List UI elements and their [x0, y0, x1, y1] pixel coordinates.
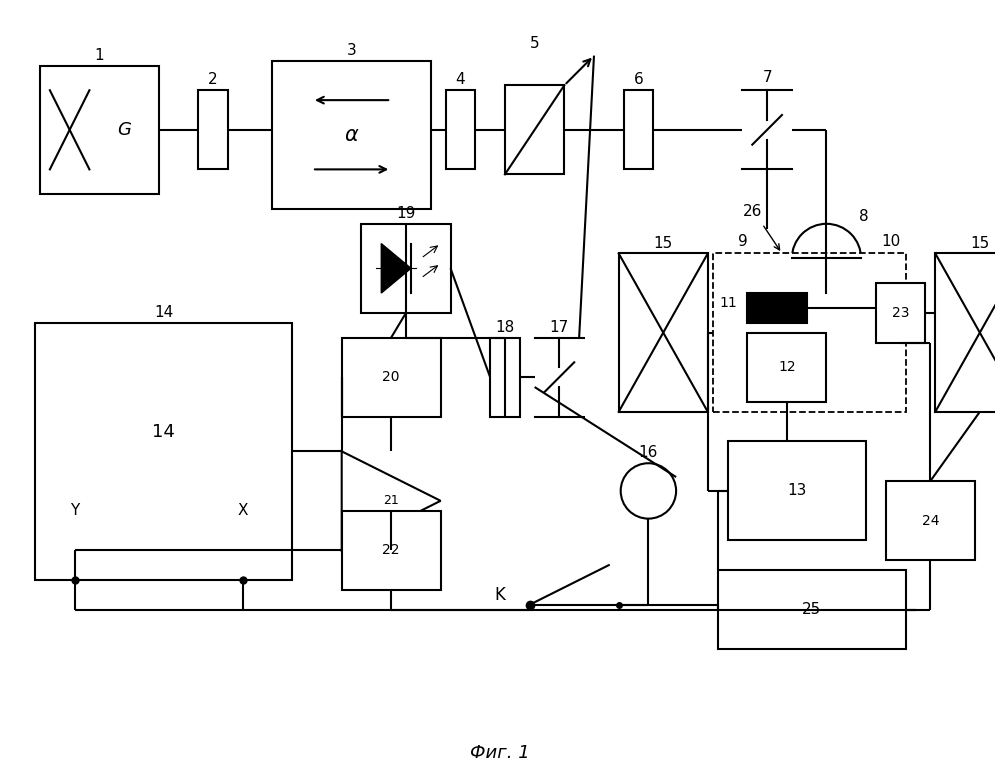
Text: 6: 6	[634, 72, 643, 88]
FancyBboxPatch shape	[35, 323, 292, 580]
Text: 15: 15	[970, 235, 989, 250]
Text: $\alpha$: $\alpha$	[344, 125, 359, 145]
Text: 14: 14	[154, 305, 173, 320]
FancyBboxPatch shape	[624, 90, 653, 170]
FancyBboxPatch shape	[40, 66, 159, 194]
Text: 8: 8	[859, 209, 869, 224]
Text: 20: 20	[382, 370, 400, 384]
FancyBboxPatch shape	[935, 253, 1000, 412]
FancyBboxPatch shape	[361, 224, 451, 313]
Text: 22: 22	[382, 543, 400, 558]
FancyBboxPatch shape	[728, 442, 866, 540]
Text: 4: 4	[456, 72, 465, 88]
Text: 19: 19	[396, 206, 416, 221]
Text: 7: 7	[762, 70, 772, 85]
Text: 10: 10	[881, 234, 900, 249]
Text: Y: Y	[70, 503, 79, 518]
Text: 17: 17	[550, 320, 569, 335]
FancyBboxPatch shape	[619, 253, 708, 412]
Text: 9: 9	[738, 234, 747, 249]
Text: 1: 1	[95, 48, 104, 63]
Polygon shape	[381, 243, 411, 293]
Text: 12: 12	[778, 361, 796, 375]
FancyBboxPatch shape	[876, 283, 925, 343]
Text: 5: 5	[530, 36, 539, 51]
FancyBboxPatch shape	[490, 338, 520, 417]
Text: 23: 23	[892, 306, 909, 320]
FancyBboxPatch shape	[198, 90, 228, 170]
Text: 24: 24	[922, 514, 939, 528]
Text: 26: 26	[743, 204, 762, 219]
FancyBboxPatch shape	[342, 511, 441, 590]
Text: K: K	[495, 586, 505, 604]
Text: 15: 15	[654, 235, 673, 250]
Text: G: G	[117, 120, 131, 139]
FancyBboxPatch shape	[713, 253, 906, 412]
FancyBboxPatch shape	[718, 570, 906, 649]
Text: Фиг. 1: Фиг. 1	[470, 744, 530, 762]
FancyBboxPatch shape	[747, 332, 826, 402]
FancyBboxPatch shape	[886, 481, 975, 560]
Text: X: X	[238, 503, 248, 518]
Text: 16: 16	[639, 445, 658, 461]
FancyBboxPatch shape	[747, 293, 807, 323]
Text: 14: 14	[152, 422, 175, 440]
Text: 21: 21	[383, 494, 399, 508]
FancyBboxPatch shape	[446, 90, 475, 170]
Text: 25: 25	[802, 602, 821, 617]
Text: 3: 3	[347, 42, 356, 58]
Text: 18: 18	[495, 320, 515, 335]
FancyBboxPatch shape	[342, 338, 441, 417]
FancyBboxPatch shape	[272, 60, 431, 209]
Text: 11: 11	[720, 296, 737, 310]
FancyBboxPatch shape	[505, 85, 564, 174]
Text: 2: 2	[208, 72, 218, 88]
Text: 13: 13	[787, 483, 806, 498]
